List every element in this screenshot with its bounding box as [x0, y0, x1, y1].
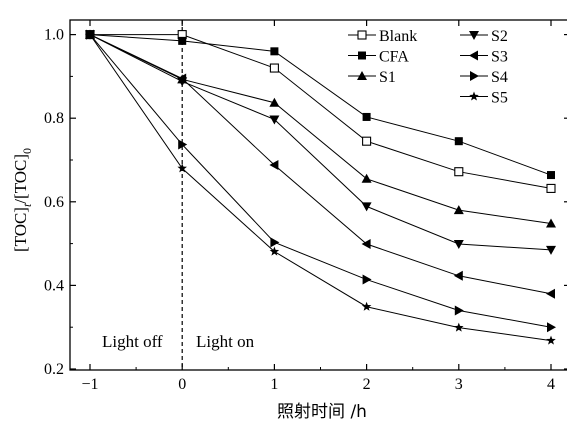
series-blank	[85, 30, 556, 193]
legend-marker-s2	[469, 31, 479, 40]
legend: Blank CFA S1 S2 S3 S4 S5	[348, 28, 508, 107]
y-label-sub-t: t	[20, 203, 34, 207]
data-point-cfa-1	[178, 36, 187, 45]
y-label-sub-0: 0	[20, 148, 34, 154]
y-tick-label-0: 0.2	[44, 361, 64, 378]
x-axis-label: 照射时间 /h	[277, 402, 367, 422]
x-tick-label-3: 2	[363, 376, 371, 393]
data-point-cfa-5	[547, 171, 555, 180]
y-label-mid: /[TOC]	[11, 154, 30, 204]
data-point-s3-3	[361, 239, 371, 250]
y-tick-label-3: 0.8	[44, 110, 64, 127]
data-point-s4-4	[454, 305, 464, 316]
light-off-annotation: Light off	[102, 332, 163, 351]
data-point-s1-3	[361, 173, 372, 183]
data-point-s5-4	[454, 322, 464, 332]
data-point-blank-5	[546, 183, 556, 193]
x-tick-label-1: 0	[178, 376, 186, 393]
series-s1	[85, 29, 556, 228]
x-tick-label-0: −1	[81, 376, 98, 393]
legend-marker-s4	[470, 71, 479, 81]
data-point-s4-2	[270, 237, 280, 248]
data-point-s4-5	[547, 322, 556, 333]
data-point-s3-1	[177, 73, 187, 84]
legend-item-s2: S2	[460, 28, 508, 45]
x-tick-label-4: 3	[455, 376, 463, 393]
y-label-main: [TOC]	[11, 207, 30, 252]
series-line-s4	[89, 34, 552, 328]
legend-label-blank: Blank	[379, 28, 417, 45]
data-point-s4-3	[362, 274, 372, 285]
plot-layer	[85, 20, 556, 370]
data-point-s2-5	[546, 245, 556, 255]
legend-item-s5: S5	[460, 90, 508, 107]
data-point-s2-4	[453, 240, 464, 250]
legend-label-s2: S2	[491, 28, 508, 45]
data-point-s4-1	[178, 139, 188, 150]
legend-label-s1: S1	[379, 69, 396, 86]
series-s2	[85, 30, 556, 255]
data-point-s5-1	[177, 163, 187, 173]
data-point-s2-3	[361, 202, 372, 212]
legend-marker-s5	[469, 91, 479, 101]
legend-label-s4: S4	[491, 69, 508, 86]
legend-marker-s1	[357, 71, 367, 80]
series-line-s3	[89, 34, 552, 295]
series-s3	[85, 29, 555, 299]
series-s5	[85, 29, 556, 345]
data-point-s1-5	[546, 218, 556, 228]
data-point-s1-4	[453, 205, 464, 215]
x-tick-label-2: 1	[270, 376, 278, 393]
data-point-s2-2	[269, 115, 280, 125]
data-point-s5-3	[361, 301, 372, 311]
legend-marker-cfa	[358, 51, 366, 60]
data-point-cfa-2	[270, 47, 279, 56]
legend-label-s5: S5	[491, 90, 508, 107]
data-point-s5-5	[546, 335, 556, 345]
y-axis-label-group: [TOC]t/[TOC]0	[11, 148, 34, 252]
x-tick-label-5: 4	[547, 376, 555, 393]
series-s4	[86, 29, 556, 333]
data-point-s5-0	[85, 29, 95, 39]
y-tick-label-2: 0.6	[44, 194, 64, 211]
legend-label-s3: S3	[491, 49, 508, 66]
data-point-blank-4	[454, 167, 464, 177]
legend-item-s1: S1	[348, 69, 396, 86]
axes: −1 0 1 2 3 4 0.2 0.4 0.6 0.8 1.0	[44, 19, 567, 393]
light-on-annotation: Light on	[196, 332, 255, 351]
data-point-s3-5	[546, 288, 555, 299]
legend-item-cfa: CFA	[348, 49, 409, 66]
y-axis-label: [TOC]t/[TOC]0	[11, 148, 34, 252]
legend-item-s4: S4	[460, 69, 508, 86]
data-point-s5-2	[269, 246, 280, 256]
legend-marker-blank	[357, 30, 367, 40]
legend-label-cfa: CFA	[379, 49, 409, 66]
legend-marker-s3	[469, 50, 478, 61]
series-line-cfa	[89, 34, 552, 176]
y-tick-label-4: 1.0	[44, 27, 64, 44]
data-point-blank-3	[362, 136, 372, 146]
data-point-cfa-4	[454, 137, 463, 146]
series-line-blank	[90, 34, 552, 189]
series-line-s2	[89, 34, 552, 251]
data-point-blank-2	[269, 63, 279, 73]
data-point-s3-2	[269, 160, 279, 171]
data-point-s3-4	[453, 270, 463, 281]
data-point-cfa-3	[362, 112, 371, 121]
series-line-s1	[89, 34, 552, 225]
y-tick-label-1: 0.4	[44, 277, 64, 294]
data-point-s1-2	[269, 97, 280, 107]
series-line-s5	[89, 34, 552, 342]
legend-item-blank: Blank	[348, 28, 417, 45]
legend-item-s3: S3	[460, 49, 508, 66]
